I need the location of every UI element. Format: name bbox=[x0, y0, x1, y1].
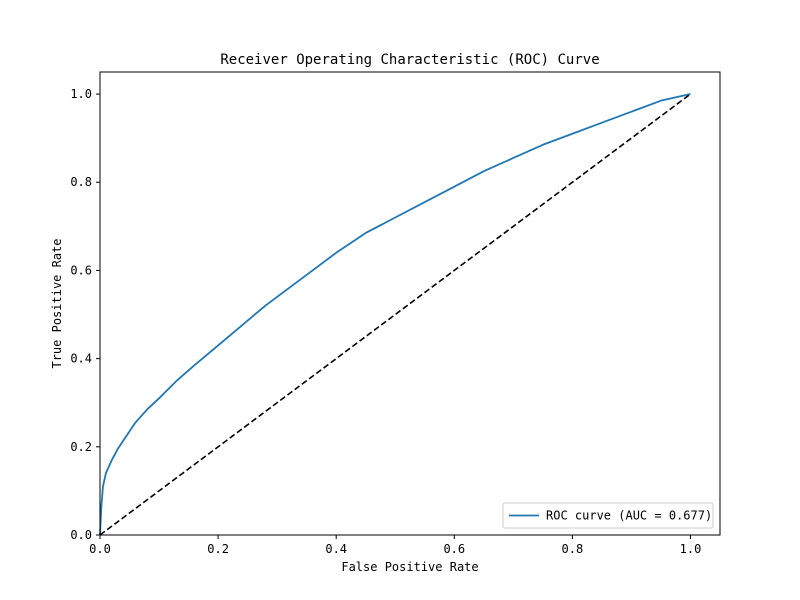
y-tick-label: 0.2 bbox=[70, 440, 92, 454]
legend: ROC curve (AUC = 0.677) bbox=[502, 502, 714, 529]
series-layer bbox=[99, 93, 691, 536]
roc-curve-line bbox=[99, 93, 691, 536]
x-axis-label: False Positive Rate bbox=[341, 560, 478, 574]
y-tick-label: 0.8 bbox=[70, 175, 92, 189]
legend-label-roc-curve: ROC curve (AUC = 0.677) bbox=[546, 509, 712, 523]
x-tick-label: 0.4 bbox=[325, 542, 347, 556]
x-tick-label: 0.0 bbox=[89, 542, 111, 556]
y-tick-label: 0.6 bbox=[70, 263, 92, 277]
plot-frame bbox=[99, 71, 721, 536]
x-tick-label: 1.0 bbox=[680, 542, 702, 556]
x-tick-label: 0.8 bbox=[562, 542, 584, 556]
x-tick-label: 0.2 bbox=[207, 542, 229, 556]
y-tick-label: 1.0 bbox=[70, 87, 92, 101]
x-tick-label: 0.6 bbox=[443, 542, 465, 556]
y-tick-label: 0.0 bbox=[70, 528, 92, 542]
diagonal-reference-line bbox=[99, 93, 691, 536]
ticks-layer: 0.0 0.2 0.4 0.6 0.8 1.0 0.0 0.2 0.4 0.6 0.8 1.0 bbox=[70, 87, 701, 556]
y-tick-label: 0.4 bbox=[70, 352, 92, 366]
y-axis-label: True Positive Rate bbox=[50, 238, 64, 368]
legend-box bbox=[502, 502, 714, 529]
chart-title: Receiver Operating Characteristic (ROC) … bbox=[220, 52, 599, 68]
